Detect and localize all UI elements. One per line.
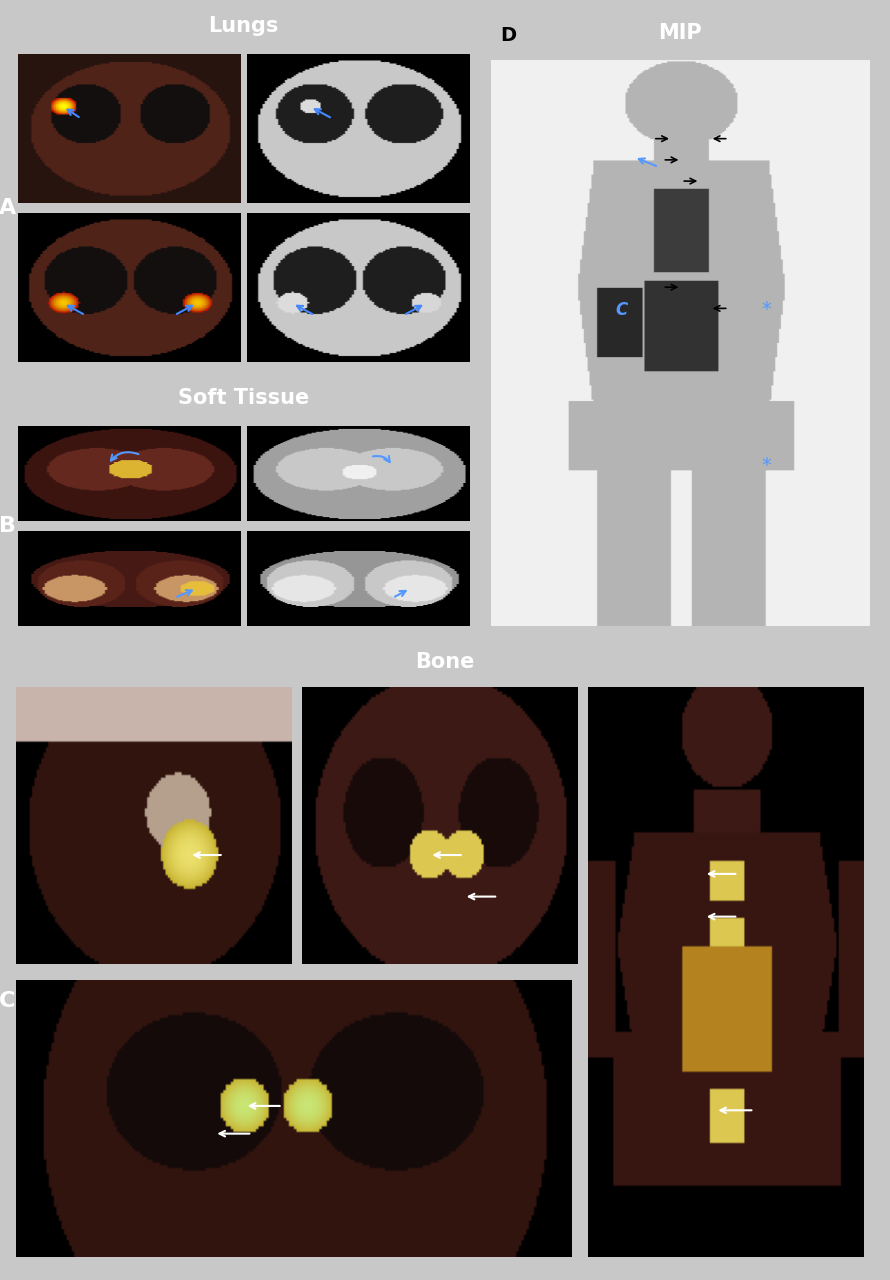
Text: D: D: [500, 26, 516, 45]
Text: C: C: [0, 992, 16, 1011]
Text: *: *: [762, 301, 772, 320]
Text: *: *: [762, 456, 772, 475]
Text: MIP: MIP: [659, 23, 702, 44]
Text: Lungs: Lungs: [208, 15, 279, 36]
Text: B: B: [0, 516, 16, 536]
Text: A: A: [0, 198, 16, 218]
Text: Soft Tissue: Soft Tissue: [178, 388, 309, 408]
Text: C: C: [615, 302, 627, 320]
Text: Bone: Bone: [416, 652, 474, 672]
